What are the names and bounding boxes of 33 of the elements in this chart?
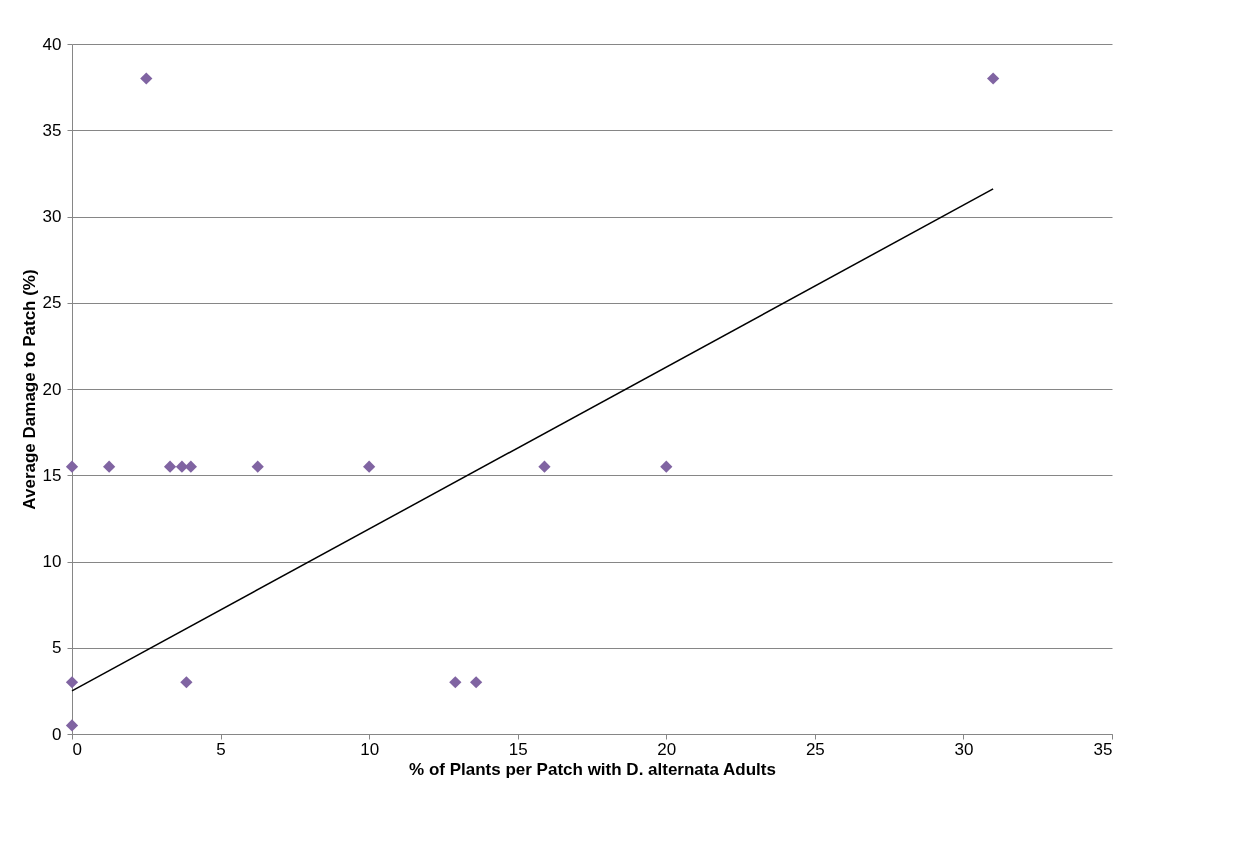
x-tick-label: 15 — [508, 739, 528, 759]
point — [65, 460, 79, 473]
y-tick-label: 10 — [42, 552, 62, 571]
y-tick-label: 15 — [42, 465, 62, 485]
point — [65, 719, 79, 732]
y-tick-label: 30 — [42, 207, 62, 226]
x-tick-label: 35 — [1093, 739, 1113, 759]
x-axis-title: % of Plants per Patch with D. alternata Adults — [409, 759, 776, 779]
point — [469, 676, 483, 689]
y-tick-label: 20 — [42, 379, 62, 399]
y-tick-label: 40 — [42, 34, 62, 54]
point — [251, 460, 264, 473]
point — [140, 72, 153, 85]
point — [163, 460, 177, 473]
x-tick-label: 10 — [360, 739, 380, 759]
y-axis-title: Average Damage to Patch (%) — [19, 269, 39, 510]
y-tick-label: 5 — [52, 638, 62, 658]
x-tick-label: 0 — [72, 739, 82, 759]
point — [363, 460, 376, 473]
point — [103, 460, 116, 473]
point — [65, 676, 79, 689]
y-tick-label: 25 — [42, 293, 62, 313]
y-tick-label: 35 — [42, 120, 62, 140]
x-tick-label: 5 — [216, 739, 226, 759]
point — [180, 676, 193, 689]
point — [449, 676, 462, 689]
x-tick-label: 20 — [657, 739, 677, 759]
point — [660, 460, 673, 473]
x-tick-label: 25 — [805, 739, 825, 759]
x-tick-label: 30 — [954, 739, 974, 759]
point — [538, 460, 551, 473]
y-tick-label: 0 — [52, 724, 62, 744]
point — [987, 72, 1000, 85]
